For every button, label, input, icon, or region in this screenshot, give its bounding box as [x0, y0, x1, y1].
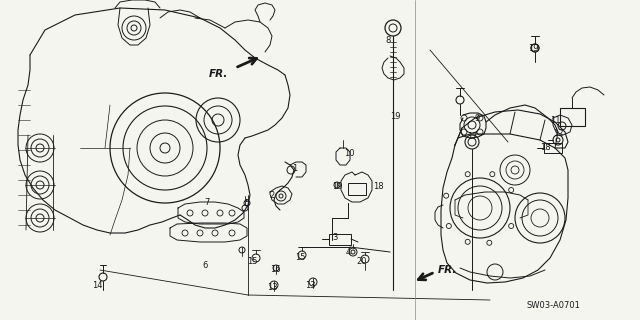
- Bar: [544, 143, 562, 153]
- Text: 13: 13: [305, 281, 316, 290]
- Text: 10: 10: [344, 148, 355, 157]
- Text: 18: 18: [372, 181, 383, 190]
- Bar: [348, 183, 366, 195]
- Text: 4: 4: [346, 247, 351, 257]
- Text: 15: 15: [295, 253, 305, 262]
- Text: FR.: FR.: [438, 265, 458, 275]
- Text: 8: 8: [385, 36, 390, 44]
- Bar: [329, 234, 351, 245]
- Text: 6: 6: [202, 260, 208, 269]
- Text: 16: 16: [269, 266, 280, 275]
- Text: 15: 15: [247, 257, 257, 266]
- Bar: [560, 108, 585, 126]
- Text: 19: 19: [332, 181, 342, 190]
- Text: 5: 5: [244, 198, 250, 207]
- Text: 18: 18: [540, 142, 550, 151]
- Text: FR.: FR.: [209, 69, 228, 79]
- Text: 7: 7: [204, 197, 210, 206]
- Text: 13: 13: [267, 284, 277, 292]
- Text: 19: 19: [528, 44, 538, 52]
- Text: 1: 1: [292, 164, 298, 172]
- Text: 14: 14: [92, 281, 102, 290]
- Text: 20: 20: [356, 257, 367, 266]
- Text: SW03-A0701: SW03-A0701: [526, 300, 580, 309]
- Text: 12: 12: [553, 129, 563, 138]
- Text: 9: 9: [474, 114, 479, 123]
- Text: 19: 19: [390, 111, 400, 121]
- Text: 17: 17: [467, 132, 477, 140]
- Text: 2: 2: [269, 190, 275, 199]
- Text: 11: 11: [550, 116, 560, 124]
- Text: 3: 3: [332, 233, 338, 242]
